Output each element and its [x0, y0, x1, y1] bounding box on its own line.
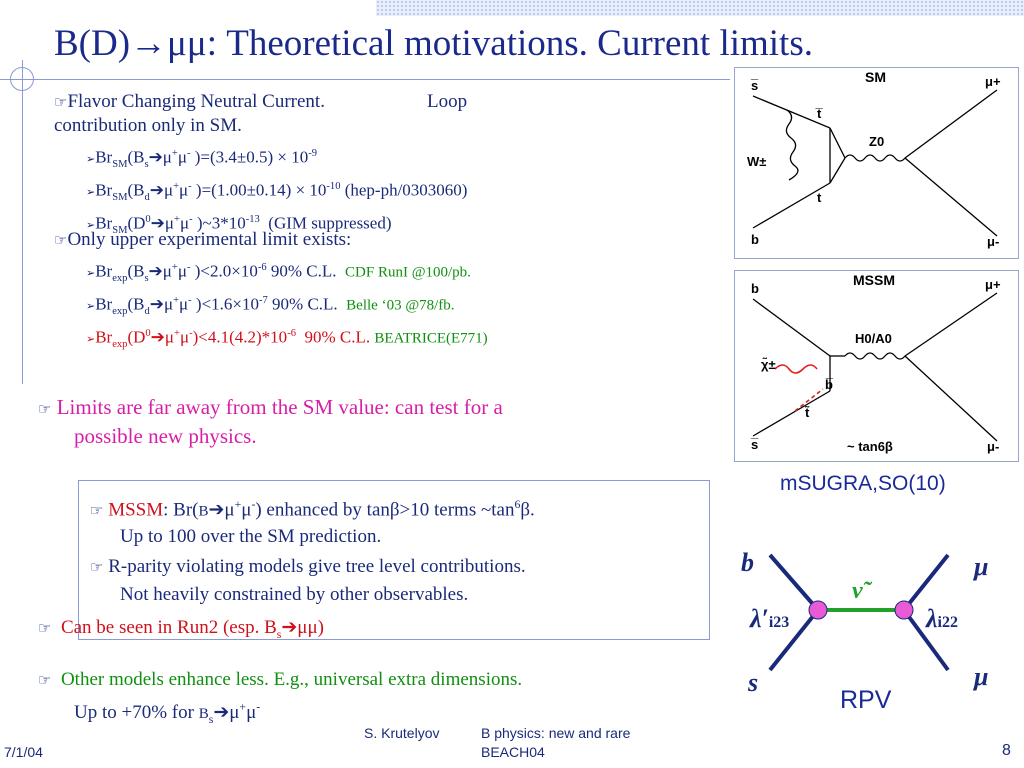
arrow-icon: ➢ [86, 218, 96, 232]
horizontal-rule [0, 79, 730, 80]
mssm-title-label: MSSM [853, 272, 895, 288]
mssm-mup-label: μ+ [985, 277, 1001, 292]
arrow-icon: ➢ [86, 266, 96, 280]
rpv-diagram-svg [768, 553, 950, 672]
bullet-limits-far: ☞ Limits are far away from the SM value:… [38, 395, 503, 448]
exp-bd: ➢Brexp(Bd➔μ+μ- )<1.6×10-7 90% C.L. Belle… [86, 294, 455, 318]
sm-t-label: t [817, 190, 822, 205]
pointer-icon: ☞ [54, 231, 68, 249]
sm-w-label: W± [747, 154, 766, 169]
bullet-fcnc: ☞Flavor Changing Neutral Current. Loop co… [54, 91, 468, 136]
footer-talk: B physics: new and rare [481, 725, 631, 741]
sm-diagram-svg: s̅ b μ+ μ- W± t̅ t Z0 SM [747, 69, 1001, 249]
arrow-icon: ➢ [86, 152, 96, 166]
rpv-lambda-label: λi22 [926, 604, 958, 633]
mssm-diagram-svg: b s̅ μ+ μ- χ̃± b̅ t̃ H0/A0 MSSM ~ tan6β [751, 272, 1001, 454]
corner-circle [10, 67, 34, 91]
mssm-h-label: H0/A0 [855, 331, 892, 346]
exp-limits: ➢Brexp(Bs➔μ+μ- )<2.0×10-6 90% C.L. CDF R… [86, 257, 726, 356]
mssm-bbar-label: b̅ [825, 377, 833, 392]
sm-bd: ➢BrSM(Bd➔μ+μ- )=(1.00±0.14) × 10-10 (hep… [86, 180, 468, 204]
pointer-icon: ☞ [90, 501, 104, 520]
rpv-title-label: RPV [840, 686, 892, 714]
arrow-icon: ➢ [86, 332, 96, 346]
mssm-ttilde-label: t̃ [805, 405, 810, 420]
sm-mup-label: μ+ [985, 74, 1001, 89]
header-pattern [376, 0, 1024, 16]
rpv-feynman-diagram: b s μ μ ν̃ λ′i23 λi22 RPV [730, 540, 1024, 720]
footer-date: 7/1/04 [4, 744, 43, 760]
page-number: 8 [1002, 742, 1011, 759]
rpv-b-label: b [741, 548, 754, 577]
bullet-upper-limit: ☞Only upper experimental limit exists: [54, 229, 352, 250]
bullet-rpv: ☞ R-parity violating models give tree le… [90, 556, 526, 605]
mssm-feynman-diagram: b s̅ μ+ μ- χ̃± b̅ t̃ H0/A0 MSSM ~ tan6β [734, 270, 1019, 462]
sm-b-label: b [751, 232, 759, 247]
sm-z-label: Z0 [869, 134, 884, 149]
pointer-icon: ☞ [38, 671, 52, 689]
exp-bs: ➢Brexp(Bs➔μ+μ- )<2.0×10-6 90% C.L. CDF R… [86, 261, 471, 285]
sm-tbar-label: t̅ [815, 106, 823, 121]
rpv-mu1-label: μ [974, 552, 989, 581]
footer-conference: BEACH04 [481, 744, 545, 760]
pointer-icon: ☞ [38, 619, 52, 637]
sm-mum-label: μ- [987, 234, 999, 249]
mssm-b-label: b [751, 281, 759, 296]
rpv-mu2-label: μ [974, 662, 989, 691]
bullet-other-models: ☞ Other models enhance less. E.g., unive… [38, 669, 523, 727]
vertical-rule [22, 60, 23, 384]
sm-title-label: SM [865, 69, 886, 85]
footer-author: S. Krutelyov [364, 725, 440, 741]
rpv-s-label: s [748, 668, 759, 697]
pointer-icon: ☞ [38, 400, 52, 418]
sm-d0: ➢BrSM(D0➔μ+μ- )~3*10-13 (GIM suppressed) [86, 213, 392, 237]
mssm-tan-label: ~ tan6β [847, 439, 893, 454]
slide-title: B(D)→μμ: Theoretical motivations. Curren… [54, 23, 813, 64]
pointer-icon: ☞ [90, 558, 104, 576]
models-box [78, 480, 710, 640]
bullet-run2: ☞ Can be seen in Run2 (esp. Bs➔μμ) [38, 617, 324, 641]
arrow-icon: ➢ [86, 185, 96, 199]
mssm-mum-label: μ- [987, 439, 999, 454]
sm-feynman-diagram: s̅ b μ+ μ- W± t̅ t Z0 SM [734, 67, 1019, 259]
rpv-nu-label: ν̃ [852, 578, 863, 604]
rpv-lambda-prime-label: λ′i23 [750, 604, 790, 633]
bullet-mssm: ☞ MSSM: Br(B➔μ+μ-) enhanced by tanβ>10 t… [90, 498, 535, 548]
mssm-s-label: s̅ [751, 437, 759, 452]
sm-bs: ➢BrSM(Bs➔μ+μ- )=(3.4±0.5) × 10-9 [86, 147, 318, 171]
mssm-chi-label: χ̃± [761, 357, 776, 372]
sm-predictions: ➢BrSM(Bs➔μ+μ- )=(3.4±0.5) × 10-9 ➢BrSM(B… [86, 143, 726, 242]
msugra-label: mSUGRA,SO(10) [780, 472, 946, 495]
arrow-icon: ➢ [86, 299, 96, 313]
exp-d0: ➢Brexp(D0➔μ+μ-)<4.1(4.2)*10-6 90% C.L. B… [86, 327, 488, 351]
pointer-icon: ☞ [54, 93, 68, 111]
sm-s-label: s̅ [751, 78, 759, 93]
